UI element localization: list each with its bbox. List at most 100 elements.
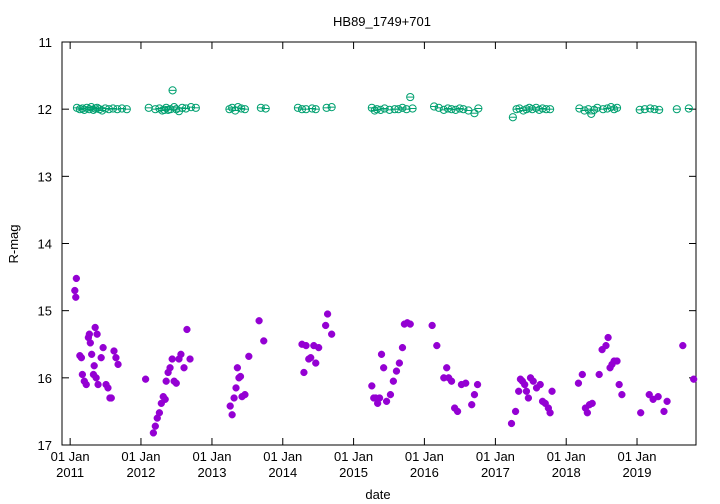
data-point — [451, 105, 460, 114]
data-point — [151, 422, 159, 430]
data-point — [453, 407, 462, 416]
data-point — [97, 354, 105, 362]
data-point — [260, 337, 268, 345]
series-1 — [71, 274, 698, 437]
data-point — [690, 375, 698, 383]
y-tick-label: 12 — [38, 102, 52, 117]
data-point — [394, 105, 403, 114]
y-tick-label: 13 — [38, 169, 52, 184]
data-point — [321, 321, 330, 330]
data-point — [322, 103, 331, 112]
data-point — [112, 354, 120, 362]
data-point — [473, 380, 482, 389]
data-point — [521, 380, 529, 389]
data-point — [72, 293, 80, 301]
plot-frame — [61, 41, 697, 446]
x-tick-year: 2012 — [126, 465, 155, 480]
data-point — [236, 372, 245, 381]
x-axis-label: date — [365, 487, 390, 502]
data-point — [99, 343, 107, 352]
data-point — [618, 390, 626, 399]
data-point — [104, 105, 114, 114]
data-point — [529, 377, 537, 385]
data-point — [377, 350, 386, 358]
x-tick-year: 2018 — [552, 465, 581, 480]
x-tick-label: 01 Jan — [263, 449, 302, 464]
data-point — [583, 409, 592, 417]
data-point — [595, 370, 603, 379]
data-point — [470, 109, 479, 118]
data-point — [389, 377, 398, 385]
y-axis: 11 12 13 14 15 16 17 — [38, 35, 696, 453]
data-point — [114, 360, 122, 369]
data-point — [588, 399, 596, 408]
data-point — [186, 355, 194, 363]
data-point — [580, 106, 589, 115]
data-point — [635, 105, 644, 114]
data-point — [462, 379, 470, 387]
data-point — [91, 323, 99, 332]
data-point — [637, 409, 645, 417]
data-point — [256, 103, 265, 112]
x-tick-year: 2014 — [268, 465, 297, 480]
data-point — [612, 103, 622, 112]
data-point — [240, 105, 250, 114]
data-point — [536, 380, 544, 389]
y-axis-label: R-mag — [6, 224, 21, 263]
data-point — [398, 343, 407, 352]
data-point — [155, 409, 164, 417]
x-tick-year: 2013 — [198, 465, 227, 480]
data-point — [604, 333, 612, 342]
data-point — [72, 274, 81, 283]
x-tick-year: 2016 — [410, 465, 439, 480]
data-point — [679, 341, 687, 350]
data-point — [168, 86, 177, 95]
data-point — [92, 374, 100, 382]
data-point — [654, 392, 662, 401]
data-point — [433, 341, 441, 350]
data-point — [181, 104, 191, 113]
data-point — [233, 364, 242, 372]
data-point — [474, 104, 483, 113]
data-point — [447, 377, 456, 385]
data-point — [615, 380, 623, 389]
data-point — [186, 103, 196, 112]
data-point — [302, 341, 310, 350]
x-tick-label: 01 Jan — [547, 449, 586, 464]
x-tick-year: 2011 — [56, 465, 84, 480]
data-point — [524, 394, 533, 402]
data-point — [660, 407, 668, 416]
data-point — [230, 394, 238, 402]
x-tick-label: 01 Jan — [192, 449, 231, 464]
data-point — [82, 380, 90, 389]
data-point — [382, 397, 391, 405]
data-point — [380, 104, 389, 113]
data-point — [468, 401, 476, 409]
series-0 — [72, 86, 693, 122]
y-tick-label: 11 — [39, 35, 53, 50]
data-point — [191, 103, 200, 112]
data-point — [398, 103, 407, 112]
data-point — [162, 377, 170, 385]
data-point — [117, 104, 127, 113]
x-tick-label: 01 Jan — [476, 449, 515, 464]
data-point — [149, 429, 158, 437]
data-point — [300, 368, 308, 377]
data-point — [546, 409, 554, 417]
chart-title: HB89_1749+701 — [333, 14, 431, 29]
data-point — [255, 317, 263, 325]
data-point — [439, 105, 448, 114]
data-point — [180, 364, 188, 372]
data-point — [88, 350, 96, 358]
data-point — [408, 104, 417, 113]
data-point — [312, 359, 320, 367]
data-point — [90, 362, 98, 370]
data-series — [71, 86, 698, 437]
data-point — [386, 390, 395, 399]
data-point — [428, 321, 436, 330]
data-point — [177, 350, 185, 358]
data-point — [328, 330, 336, 338]
x-tick-label: 01 Jan — [405, 449, 444, 464]
data-point — [443, 364, 451, 372]
